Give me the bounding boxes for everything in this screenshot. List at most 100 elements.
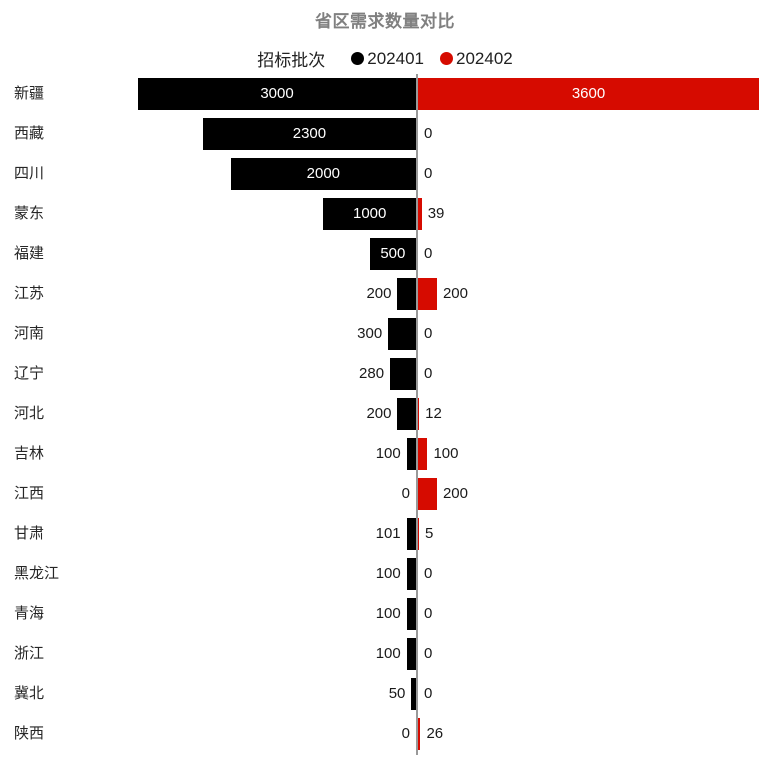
value-axis-line (416, 74, 418, 755)
category-label: 陕西 (14, 725, 45, 742)
bar-202401 (406, 438, 416, 470)
category-label: 冀北 (14, 685, 45, 702)
category-label: 福建 (14, 245, 45, 262)
value-label-202401: 100 (375, 605, 401, 622)
value-label-202401: 0 (401, 485, 410, 502)
value-label-202401: 100 (375, 565, 401, 582)
bar-row: 浙江 100 0 (0, 634, 770, 674)
bar-row: 黑龙江 100 0 (0, 554, 770, 594)
value-label-202401: 50 (388, 685, 406, 702)
bar-row: 江苏 200 200 (0, 274, 770, 314)
legend-item-202401[interactable]: 202401 (351, 49, 424, 69)
bar-row: 四川 2000 0 (0, 154, 770, 194)
bar-row: 新疆 3000 3600 (0, 74, 770, 114)
bar-202401 (397, 278, 416, 310)
bar-202401 (406, 518, 416, 550)
bar-202402 (418, 518, 419, 550)
bar-202401: 500 (369, 238, 416, 270)
bar-202401: 2000 (230, 158, 416, 190)
value-label-202401: 500 (380, 245, 406, 262)
category-label: 吉林 (14, 445, 45, 462)
value-label-202402: 12 (425, 405, 442, 422)
bar-row: 辽宁 280 0 (0, 354, 770, 394)
bar-202401 (388, 318, 416, 350)
bar-row: 福建 500 0 (0, 234, 770, 274)
category-label: 河北 (14, 405, 45, 422)
value-label-202401: 2300 (292, 125, 327, 142)
value-label-202402: 5 (425, 525, 434, 542)
bar-row: 陕西 0 26 (0, 714, 770, 754)
legend-item-202402[interactable]: 202402 (440, 49, 513, 69)
value-label-202401: 0 (401, 725, 410, 742)
value-label-202401: 100 (375, 445, 401, 462)
category-label: 辽宁 (14, 365, 45, 382)
category-label: 浙江 (14, 645, 45, 662)
value-label-202402: 200 (442, 485, 468, 502)
value-label-202401: 3000 (260, 85, 294, 102)
category-label: 蒙东 (14, 205, 45, 222)
plot-area: 新疆 3000 3600 西藏 2300 0 四川 2000 0 蒙东 1000 39 福建 500 0 江苏… (0, 74, 770, 756)
bar-row: 吉林 100 100 (0, 434, 770, 474)
legend-dot-black-icon (351, 52, 365, 65)
value-label-202401: 200 (366, 405, 392, 422)
legend: 招标批次 202401 202402 (0, 46, 770, 71)
bar-row: 江西 0 200 (0, 474, 770, 514)
value-label-202401: 101 (375, 525, 401, 542)
bar-202401 (406, 638, 416, 670)
legend-item-label: 202401 (367, 48, 424, 68)
legend-title: 招标批次 (257, 51, 326, 70)
category-label: 甘肃 (14, 525, 45, 542)
value-label-202402: 0 (424, 325, 433, 342)
bar-202402 (418, 718, 421, 750)
bar-row: 青海 100 0 (0, 594, 770, 634)
value-label-202402: 200 (442, 285, 468, 302)
category-label: 西藏 (14, 125, 45, 142)
category-label: 新疆 (14, 85, 45, 102)
bar-rows: 新疆 3000 3600 西藏 2300 0 四川 2000 0 蒙东 1000 39 福建 500 0 江苏… (0, 74, 770, 754)
value-label-202401: 1000 (352, 205, 387, 222)
value-label-202401: 300 (357, 325, 383, 342)
value-label-202402: 26 (426, 725, 444, 742)
bar-202401 (411, 678, 416, 710)
bar-202401 (390, 358, 416, 390)
bar-202401 (397, 398, 416, 430)
bar-202401: 2300 (202, 118, 416, 150)
bar-202402 (418, 278, 437, 310)
value-label-202402: 39 (427, 205, 445, 222)
bar-202402 (418, 398, 420, 430)
bar-202401: 3000 (138, 78, 416, 110)
value-label-202402: 0 (424, 245, 433, 262)
category-label: 四川 (14, 165, 45, 182)
category-label: 青海 (14, 605, 45, 622)
legend-item-label: 202402 (456, 48, 513, 68)
value-label-202402: 0 (424, 645, 433, 662)
legend-dot-red-icon (440, 52, 453, 65)
chart-title: 省区需求数量对比 (315, 12, 455, 31)
bar-202401: 1000 (323, 198, 416, 230)
bar-row: 河北 200 12 (0, 394, 770, 434)
bar-row: 冀北 50 0 (0, 674, 770, 714)
bar-row: 蒙东 1000 39 (0, 194, 770, 234)
bar-202401 (406, 598, 416, 630)
bar-202402: 3600 (418, 78, 759, 110)
category-label: 江西 (14, 485, 45, 502)
bar-row: 河南 300 0 (0, 314, 770, 354)
bar-202402 (418, 478, 437, 510)
bar-202402 (418, 438, 428, 470)
value-label-202402: 100 (433, 445, 459, 462)
value-label-202402: 0 (424, 685, 433, 702)
value-label-202401: 280 (359, 365, 385, 382)
value-label-202402: 0 (424, 365, 433, 382)
value-label-202402: 0 (424, 605, 433, 622)
category-label: 江苏 (14, 285, 45, 302)
value-label-202402: 3600 (571, 85, 606, 102)
category-label: 黑龙江 (14, 565, 60, 582)
value-label-202402: 0 (424, 125, 433, 142)
bar-202402 (418, 198, 422, 230)
bar-row: 甘肃 101 5 (0, 514, 770, 554)
value-label-202401: 200 (366, 285, 392, 302)
value-label-202402: 0 (424, 165, 433, 182)
bar-row: 西藏 2300 0 (0, 114, 770, 154)
category-label: 河南 (14, 325, 45, 342)
